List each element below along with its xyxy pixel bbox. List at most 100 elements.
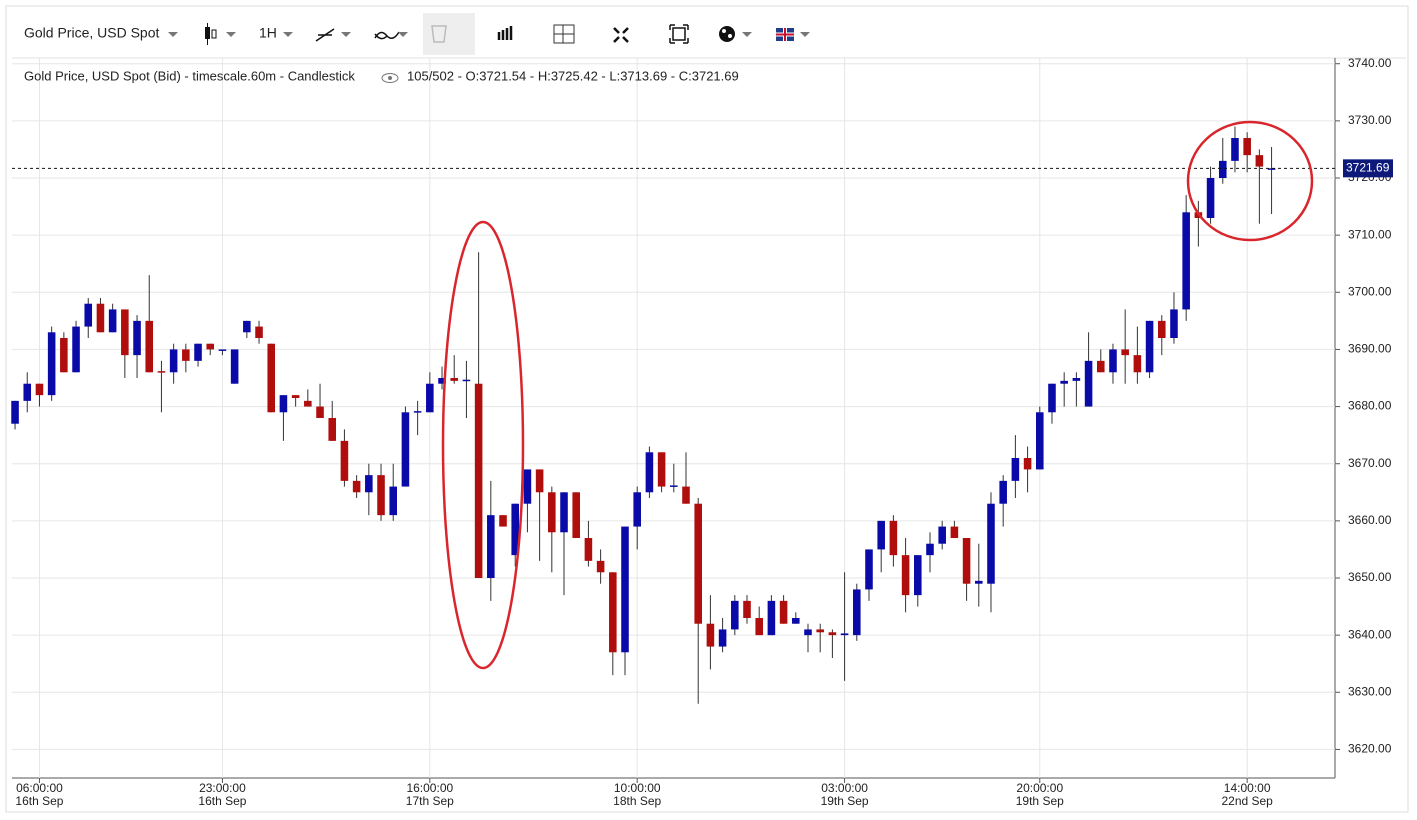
toolbar xyxy=(12,10,1406,58)
candle-body xyxy=(1011,458,1020,481)
candle-body xyxy=(633,492,641,527)
candle-body xyxy=(1170,309,1178,338)
candle-body xyxy=(987,503,995,584)
candle-body xyxy=(121,309,129,356)
candle-body xyxy=(1267,168,1276,170)
candle-body xyxy=(230,349,239,384)
candle-body xyxy=(877,520,885,550)
highlight-ellipse xyxy=(1186,120,1314,242)
candle-body xyxy=(194,343,202,361)
y-tick-label: 3690.00 xyxy=(1348,342,1392,356)
candle-body xyxy=(840,633,849,636)
candle-body xyxy=(108,309,117,333)
candle-body xyxy=(84,303,93,327)
candle-body xyxy=(779,600,788,624)
candle-body xyxy=(584,538,593,561)
eye-icon xyxy=(381,73,399,83)
last-price-label: 3721.69 xyxy=(1346,161,1390,175)
candle-body xyxy=(1048,383,1056,413)
candle-body xyxy=(828,632,837,636)
candle-body xyxy=(145,320,154,373)
candle-body xyxy=(1133,355,1142,373)
instrument-select[interactable]: Gold Price, USD Spot xyxy=(24,25,159,41)
candle-body xyxy=(999,480,1007,504)
candle-body xyxy=(792,618,800,624)
x-tick-label: 23:00:00 xyxy=(199,781,246,795)
candle-body xyxy=(548,492,556,533)
candle-body xyxy=(413,411,422,413)
y-tick-label: 3660.00 xyxy=(1348,513,1392,527)
candle-body xyxy=(572,492,580,538)
candle-body xyxy=(1072,378,1081,381)
y-tick-label: 3730.00 xyxy=(1348,113,1392,127)
candle-body xyxy=(426,383,434,413)
interval-select[interactable]: 1H xyxy=(259,25,277,41)
candle-body xyxy=(535,469,544,493)
candle-body xyxy=(731,600,739,630)
candle-body xyxy=(950,526,959,538)
candle-body xyxy=(291,395,300,398)
candle-body xyxy=(72,326,80,373)
candle-body xyxy=(938,526,946,544)
candle-body xyxy=(901,555,910,596)
candle-body xyxy=(389,486,398,516)
volume-icon[interactable] xyxy=(497,26,513,40)
candle-body xyxy=(23,383,32,401)
candle-body xyxy=(1255,155,1264,167)
candle-body xyxy=(1096,360,1105,373)
candle-body xyxy=(35,383,44,396)
chart-title: Gold Price, USD Spot (Bid) - timescale.6… xyxy=(24,68,355,83)
crosshair-icon[interactable] xyxy=(553,24,575,44)
x-tick-label: 17th Sep xyxy=(406,794,454,808)
candle-body xyxy=(889,520,898,556)
candle-body xyxy=(267,343,276,413)
delete-button[interactable] xyxy=(423,13,475,55)
candle-body xyxy=(670,485,678,487)
candle-body xyxy=(609,572,617,653)
candle-body xyxy=(1218,160,1227,178)
candle-body xyxy=(718,629,727,647)
candle-icon[interactable] xyxy=(205,23,236,45)
trash-icon xyxy=(431,25,447,43)
candle-body xyxy=(706,623,715,647)
dropdown-arrow xyxy=(168,32,178,37)
candle-body xyxy=(645,452,654,493)
x-tick-label: 19th Sep xyxy=(821,794,869,808)
x-tick-label: 19th Sep xyxy=(1016,794,1064,808)
candle-body xyxy=(1084,360,1093,407)
y-tick-label: 3670.00 xyxy=(1348,456,1392,470)
x-tick-label: 22nd Sep xyxy=(1221,794,1273,808)
candle-body xyxy=(487,515,495,578)
candle-body xyxy=(438,378,446,384)
y-tick-label: 3650.00 xyxy=(1348,570,1392,584)
candle-body xyxy=(218,349,227,351)
candle-body xyxy=(365,475,373,493)
candle-body xyxy=(169,349,178,373)
candle-body xyxy=(1182,212,1190,310)
x-tick-label: 18th Sep xyxy=(613,794,661,808)
candle-body xyxy=(767,600,776,636)
candle-body xyxy=(96,303,105,333)
candle-body xyxy=(1060,380,1068,384)
candle-body xyxy=(1121,349,1129,356)
fullscreen-icon[interactable] xyxy=(613,27,629,43)
candle-body xyxy=(621,526,629,653)
line-tool[interactable] xyxy=(315,28,351,42)
candle-body xyxy=(206,343,215,350)
x-tick-label: 16th Sep xyxy=(15,794,63,808)
indicator-tool[interactable] xyxy=(374,31,408,40)
candle-body xyxy=(804,629,812,636)
candle-body xyxy=(816,629,824,633)
candle-body xyxy=(316,406,324,418)
candle-body xyxy=(743,600,751,618)
theme-icon[interactable] xyxy=(719,26,752,42)
last-price-box xyxy=(1343,159,1393,178)
x-tick-label: 16th Sep xyxy=(198,794,246,808)
candle-body xyxy=(694,503,702,624)
language-icon[interactable] xyxy=(776,28,810,41)
candle-body xyxy=(157,371,166,373)
candle-body xyxy=(182,349,190,361)
fit-icon[interactable] xyxy=(669,24,689,44)
candle-body xyxy=(914,555,922,596)
